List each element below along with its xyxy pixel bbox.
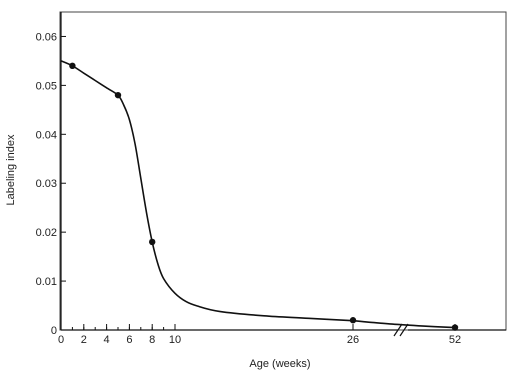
x-axis-title: Age (weeks): [249, 358, 310, 370]
y-tick-label: 0.06: [36, 31, 57, 43]
x-tick-label: 8: [149, 334, 155, 346]
y-tick-label: 0.01: [36, 276, 57, 288]
x-tick-label: 52: [449, 334, 461, 346]
y-axis: 0 0.01 0.02 0.03 0.04 0.05 0.06: [36, 12, 66, 337]
data-point: [149, 238, 156, 246]
x-tick-label: 26: [347, 334, 359, 346]
x-tick-label: 6: [126, 334, 132, 346]
series-layer: [60, 60, 459, 331]
x-tick-label: 2: [81, 334, 87, 346]
y-tick-label: 0.05: [36, 80, 57, 92]
y-tick-label: 0.04: [36, 129, 57, 141]
x-tick-label: 10: [169, 334, 181, 346]
data-point: [69, 62, 76, 70]
data-point: [114, 91, 122, 99]
axis-break-mark: [399, 323, 409, 337]
y-axis-title: Labeling index: [5, 134, 17, 205]
y-tick-label: 0.03: [36, 178, 57, 190]
plot-frame: [59, 11, 507, 331]
axis-break-mark: [393, 323, 403, 337]
data-point: [451, 324, 459, 331]
y-tick-label: 0.02: [36, 227, 57, 239]
data-point: [349, 317, 357, 324]
x-tick-label: 4: [104, 334, 110, 346]
x-tick-label: 0: [58, 334, 64, 346]
x-axis: 0 2 4 6 8 10 26 52: [58, 323, 506, 346]
y-tick-label: 0: [51, 325, 57, 337]
series-line: [60, 60, 456, 329]
